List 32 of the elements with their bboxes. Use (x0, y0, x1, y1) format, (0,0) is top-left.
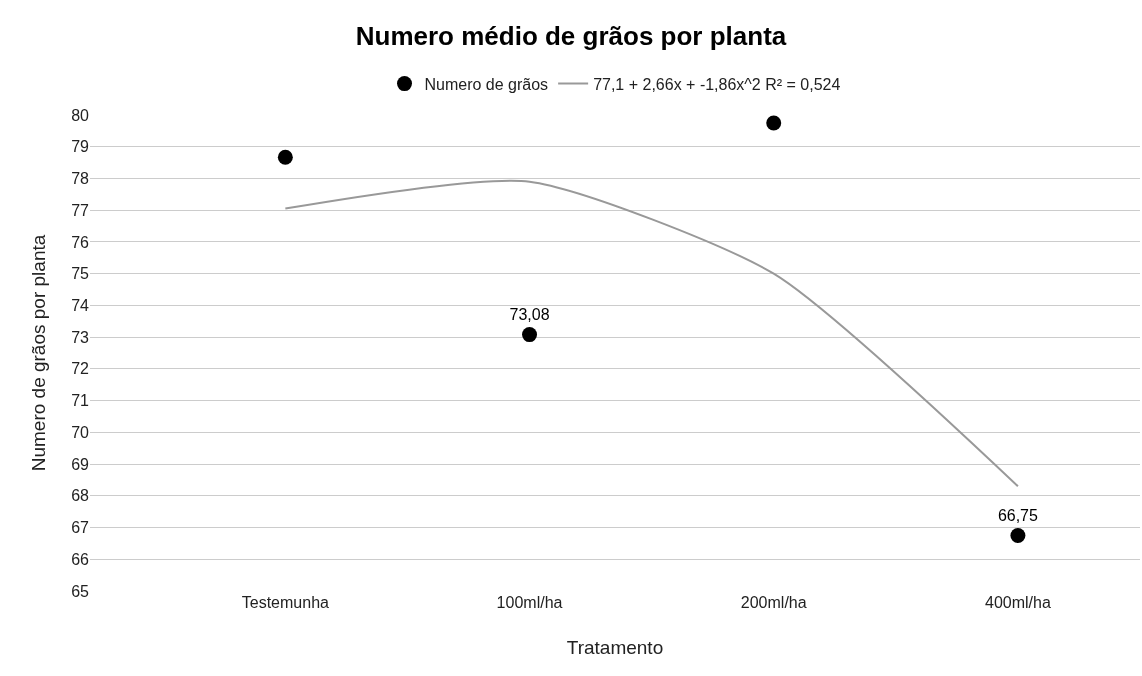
point (1010, 527, 1026, 543)
chart-title: Numero médio de grãos por planta (355, 21, 787, 52)
y-tick-label: 75 (71, 265, 90, 283)
y-tick-label: 80 (71, 106, 90, 124)
legend-label: Numero de grãos (424, 75, 549, 93)
y-tick-label: 78 (71, 170, 90, 188)
point (522, 327, 538, 343)
y-tick-label: 74 (71, 297, 90, 314)
point (766, 115, 782, 131)
y-tick-label: 73 (71, 328, 90, 346)
y-tick-label: 65 (71, 582, 90, 600)
y-tick-label: 77 (71, 201, 90, 219)
x-tick-label: 400ml/ha (985, 594, 1051, 611)
y-tick-label: 79 (71, 138, 90, 156)
data-label: 73,08 (509, 306, 550, 324)
point (277, 149, 293, 165)
legend-label: 77,1 + 2,66x + -1,86x^2 R² = 0,524 (593, 75, 841, 93)
data-label: 66,75 (997, 507, 1039, 525)
y-tick-label: 67 (71, 519, 90, 537)
x-tick-label: 100ml/ha (496, 594, 563, 611)
y-tick-label: 66 (71, 550, 90, 568)
y-tick-label: 70 (71, 423, 90, 441)
y-tick-label: 71 (71, 392, 90, 410)
y-axis-title: Numero de grãos por planta (28, 234, 50, 472)
y-tick-label: 76 (71, 233, 90, 251)
x-axis-title: Tratamento (566, 636, 664, 658)
y-tick-label: 69 (71, 455, 90, 473)
x-tick-label: 200ml/ha (740, 594, 807, 611)
x-tick-label: Testemunha (241, 594, 330, 611)
y-tick-label: 68 (71, 487, 90, 505)
line-series (284, 179, 1019, 488)
y-tick-label: 72 (71, 360, 90, 378)
